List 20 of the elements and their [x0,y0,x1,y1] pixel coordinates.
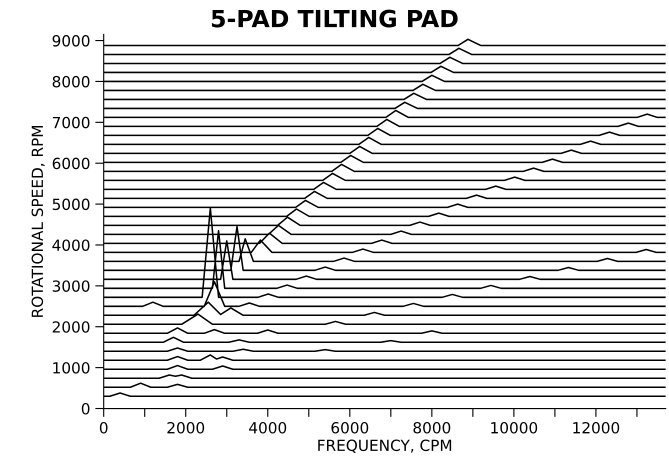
y-tick-label: 8000 [52,76,90,88]
x-axis-title: FREQUENCY, CPM [318,440,452,453]
x-tick-label: 8000 [413,422,450,434]
y-tick-label: 7000 [52,116,90,128]
y-axis-title: ROTATIONAL SPEED, RPM [32,126,45,317]
y-tick-label: 4000 [52,239,90,251]
x-tick-label: 10000 [491,422,538,434]
x-tick-label: 6000 [331,422,368,434]
x-tick-label: 12000 [573,422,620,434]
y-tick-label: 2000 [52,321,90,333]
y-tick-label: 6000 [52,158,90,170]
x-tick-label: 4000 [249,422,286,434]
y-tick-label: 0 [82,402,90,415]
x-tick-label: 0 [100,422,108,434]
y-tick-label: 9000 [52,35,90,47]
chart-title: 5-PAD TILTING PAD [212,10,458,28]
y-tick-label: 1000 [53,362,90,374]
x-tick-label: 2000 [167,422,204,434]
y-tick-label: 3000 [52,280,90,292]
y-tick-label: 5000 [52,198,90,210]
